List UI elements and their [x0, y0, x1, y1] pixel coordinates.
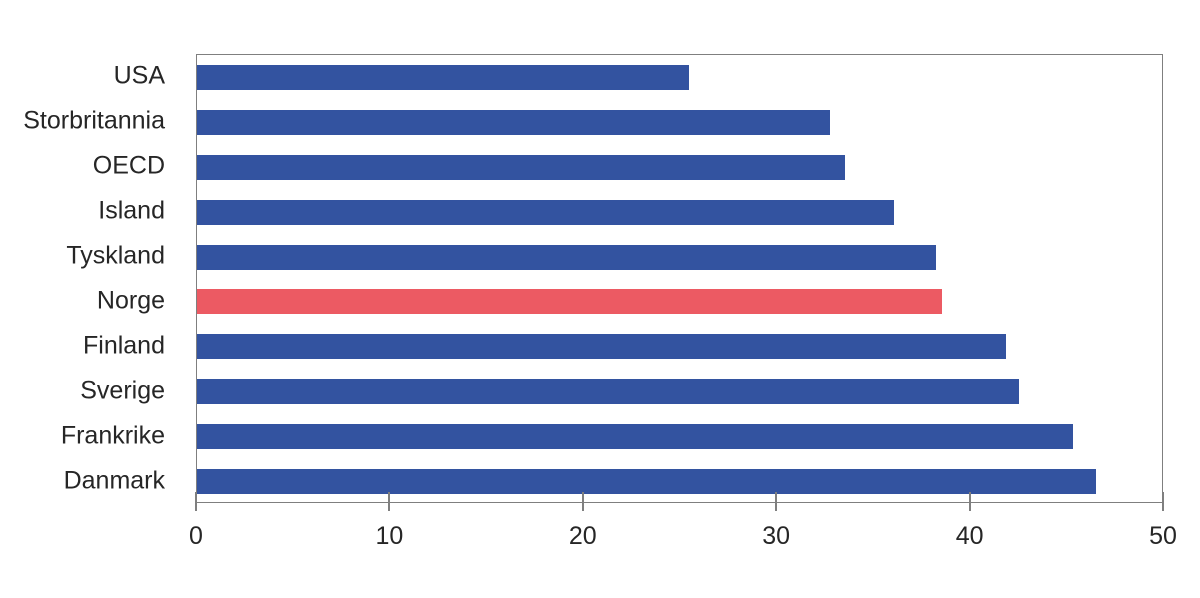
x-tick-label-20: 20: [568, 522, 597, 550]
category-label-norge: Norge: [96, 286, 165, 315]
category-label-storbritannia: Storbritannia: [23, 106, 165, 135]
bar-norge: [197, 289, 942, 315]
x-tick-mark-0: [195, 492, 197, 511]
category-label-oecd: OECD: [92, 151, 165, 180]
x-tick-label-0: 0: [189, 522, 203, 550]
x-tick-mark-20: [581, 492, 584, 511]
bar-oecd: [197, 154, 846, 180]
category-label-island: Island: [98, 196, 165, 225]
category-label-danmark: Danmark: [63, 466, 165, 495]
bar-sverige: [197, 379, 1020, 405]
bar-island: [197, 199, 894, 225]
x-tick-mark-30: [775, 492, 778, 511]
x-tick-label-30: 30: [762, 522, 791, 550]
category-label-finland: Finland: [83, 331, 165, 360]
bar-storbritannia: [197, 109, 831, 135]
x-tick-mark-50: [1162, 492, 1164, 511]
plot-area: [196, 54, 1163, 503]
bar-finland: [197, 334, 1006, 360]
bar-usa: [197, 64, 690, 90]
category-label-usa: USA: [113, 61, 165, 90]
x-tick-label-40: 40: [955, 522, 984, 550]
category-label-sverige: Sverige: [80, 376, 165, 405]
bar-frankrike: [197, 424, 1074, 450]
category-label-tyskland: Tyskland: [66, 241, 165, 270]
x-tick-mark-40: [968, 492, 971, 511]
bar-tyskland: [197, 244, 937, 270]
bar-danmark: [197, 469, 1097, 495]
x-tick-label-50: 50: [1149, 522, 1177, 550]
x-tick-mark-10: [388, 492, 391, 511]
x-tick-label-10: 10: [375, 522, 404, 550]
category-label-frankrike: Frankrike: [60, 421, 165, 450]
